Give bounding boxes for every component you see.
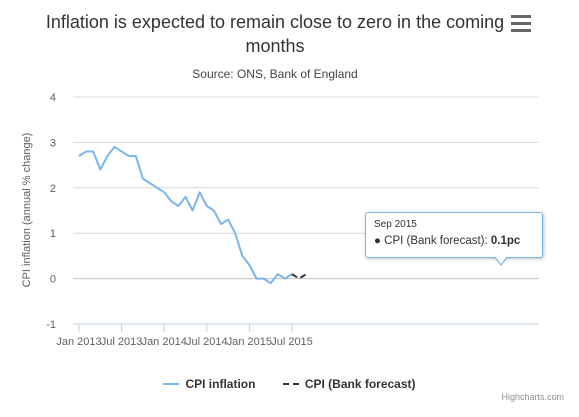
x-tick-label: Jan 2015 [227,336,272,348]
x-tick-label: Jan 2013 [56,336,101,348]
x-tick-label: Jul 2015 [271,336,313,348]
menu-bar [511,15,531,18]
y-tick-label: -1 [46,319,56,331]
series-lines [78,145,307,285]
legend-label: CPI inflation [185,377,256,391]
legend-swatch-dashed [282,383,299,385]
tooltip-value: 0.1pc [490,235,521,247]
tooltip-series-label: CPI (Bank forecast): [384,235,491,247]
y-tick-label: 4 [50,92,56,104]
series-line-cpi-inflation[interactable] [78,145,293,285]
chart-title: Inflation is expected to remain close to… [45,12,505,56]
legend-item-cpi-inflation[interactable]: CPI inflation [163,377,255,391]
legend-label: CPI (Bank forecast) [304,377,416,391]
chart-subtitle: Source: ONS, Bank of England [192,67,358,81]
x-axis-ticks: Jan 2013 Jul 2013 Jan 2014 Jul 2014 Jan 2015… [56,324,313,348]
menu-bar [511,29,531,32]
tooltip-header: Sep 2015 [374,219,417,230]
x-tick-label: Jul 2013 [101,336,143,348]
legend-swatch-solid [163,383,180,385]
series-line-cpi-forecast[interactable] [291,273,307,280]
y-tick-label: 2 [50,183,56,195]
x-tick-label: Jul 2014 [186,336,228,348]
tooltip-row: ● CPI (Bank forecast): 0.1pc [374,235,534,247]
hamburger-menu-icon[interactable] [509,15,533,37]
credits-link[interactable]: Highcharts.com [501,392,564,402]
y-axis-title: CPI inflation (annual % change) [21,133,33,288]
legend: CPI inflation CPI (Bank forecast) [0,374,579,391]
legend-item-cpi-forecast[interactable]: CPI (Bank forecast) [282,377,416,391]
tooltip-bullet: ● [374,235,381,247]
y-tick-label: 3 [50,137,56,149]
menu-bar [511,22,531,25]
grid-lines [73,96,539,325]
y-axis-ticks: 4 3 2 1 0 -1 [46,92,56,331]
tooltip-arrow-inner [495,256,507,264]
y-tick-label: 1 [50,228,56,240]
y-tick-label: 0 [50,274,56,286]
x-tick-label: Jan 2014 [142,336,187,348]
tooltip: Sep 2015 ● CPI (Bank forecast): 0.1pc [365,212,543,258]
